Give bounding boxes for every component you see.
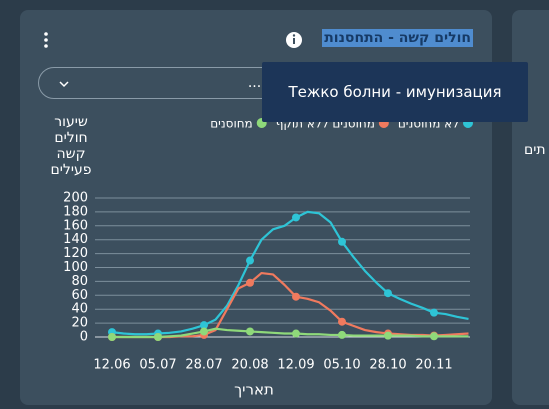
x-tick-label: 12.06 (93, 358, 130, 373)
info-icon[interactable] (286, 32, 302, 48)
y-tick-label: 160 (63, 218, 88, 233)
y-tick-label: 180 (63, 204, 88, 219)
point-marker (430, 332, 438, 341)
y-tick-label: 20 (71, 316, 88, 331)
point-marker (200, 327, 208, 336)
x-tick-label: 28.10 (369, 358, 406, 373)
point-marker (154, 333, 162, 341)
x-tick-label: 05.07 (139, 358, 176, 373)
y-tick-label: 120 (63, 246, 88, 261)
legend-label: מחוסנים (210, 117, 253, 131)
point-marker (200, 321, 208, 330)
chevron (59, 81, 69, 88)
point-marker (292, 213, 300, 222)
x-tick-label: 20.08 (231, 358, 268, 373)
x-tick-label: 12.09 (277, 358, 314, 373)
y-tick-label: 40 (71, 302, 88, 317)
point-marker (246, 278, 254, 287)
point-marker (292, 329, 300, 338)
point-marker (384, 289, 392, 298)
point-marker (246, 327, 254, 336)
point-marker (338, 317, 346, 326)
y-axis-label: שיעור חולים קשה פעילים (50, 114, 92, 178)
y-tick-label: 200 (63, 191, 88, 206)
point-marker (338, 330, 346, 339)
series-line (112, 327, 469, 339)
point-marker (384, 331, 392, 340)
point-marker (246, 256, 254, 265)
y-tick-label: 0 (80, 330, 88, 345)
point-marker (338, 237, 346, 246)
point-marker (430, 308, 438, 317)
menu-icon[interactable] (44, 32, 48, 48)
point-marker (292, 292, 300, 301)
x-tick-label: 20.11 (415, 358, 452, 373)
side-card-text: תים (524, 142, 546, 158)
y-tick-label: 140 (63, 232, 88, 247)
x-tick-label: 28.07 (185, 358, 222, 373)
tooltip: Тежко болни - имунизация (262, 62, 528, 122)
y-tick-label: 60 (71, 288, 88, 303)
x-tick-label: 05.10 (323, 358, 360, 373)
x-axis-label: תאריך (234, 381, 274, 399)
point-marker (108, 333, 116, 341)
series-line (111, 210, 469, 336)
y-tick-label: 100 (63, 260, 88, 275)
card-title[interactable]: חולים קשה - התחסנות (322, 29, 473, 47)
y-tick-label: 80 (71, 274, 88, 289)
